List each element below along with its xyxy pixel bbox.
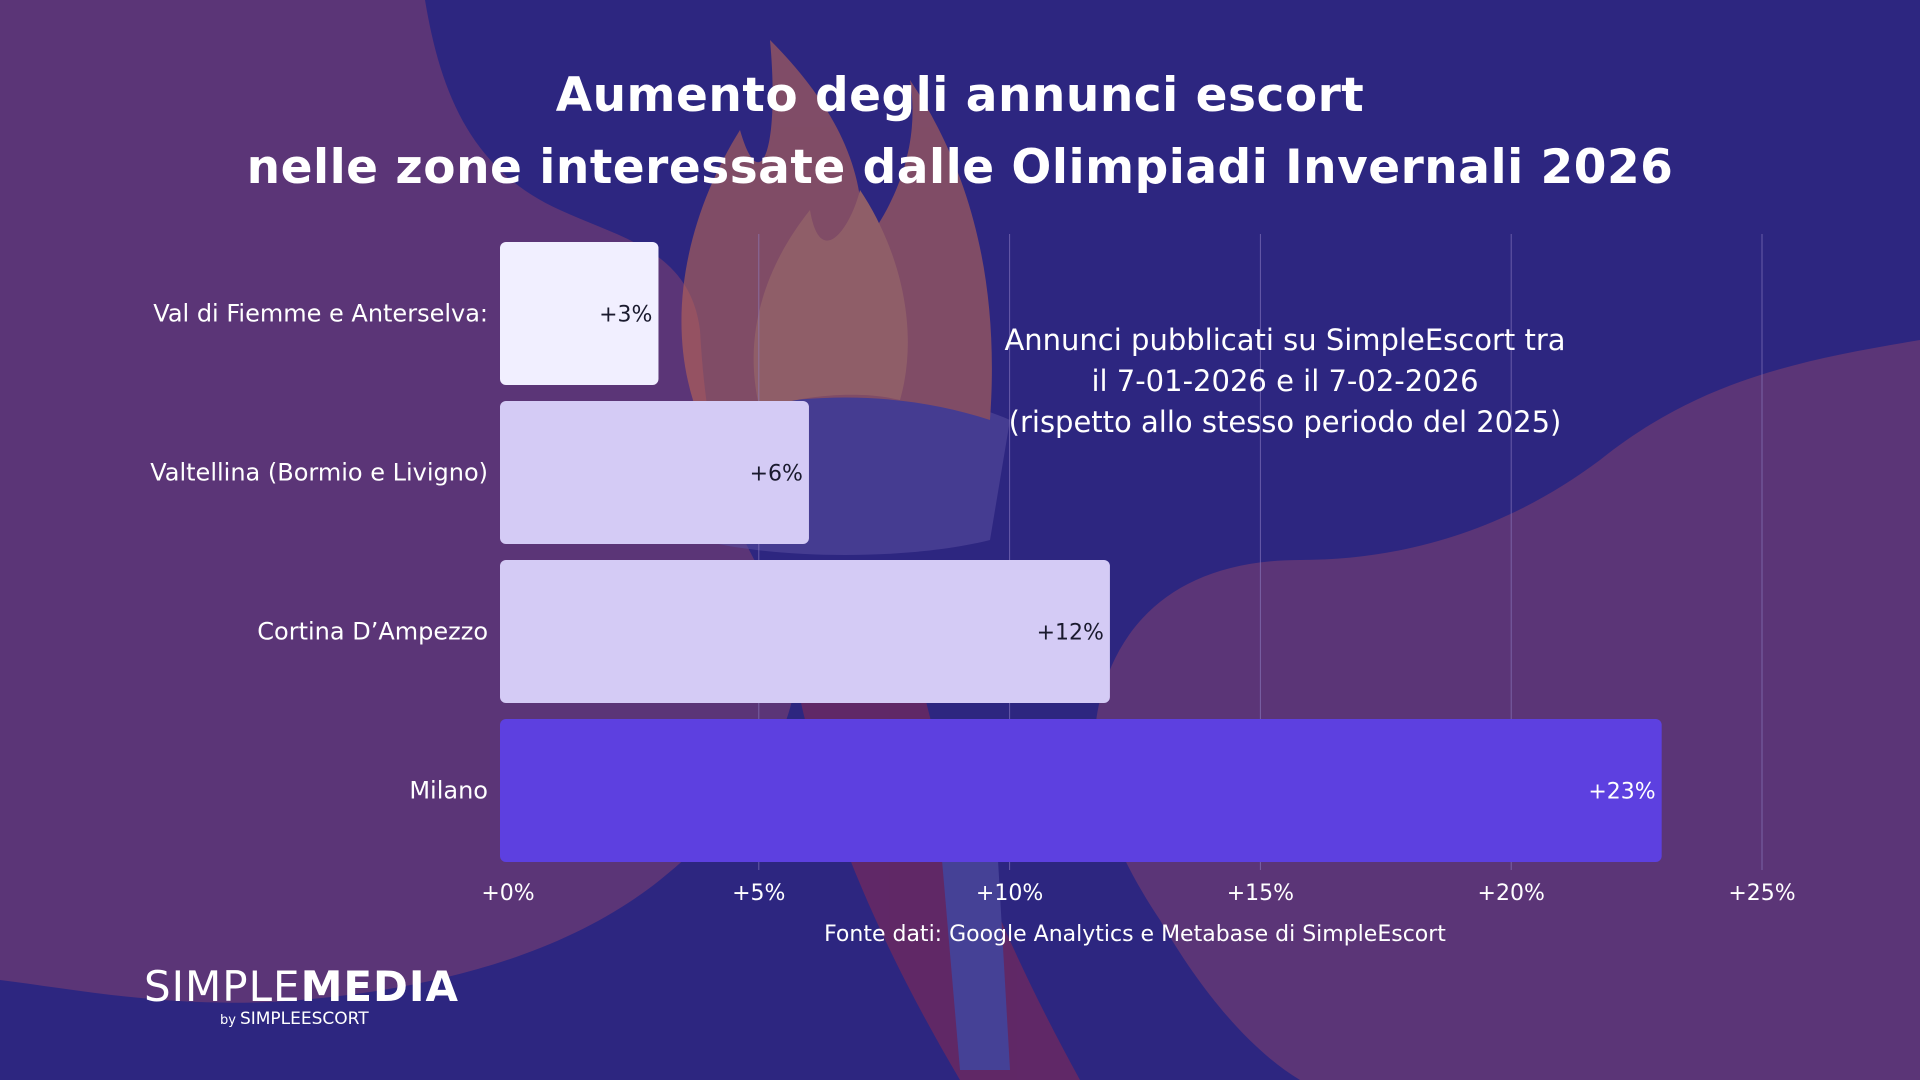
annotation-line-3: (rispetto allo stesso periodo del 2025) xyxy=(1008,405,1562,439)
chart-annotation: Annunci pubblicati su SimpleEscort tra i… xyxy=(935,320,1635,443)
simplemedia-logo: SIMPLEMEDIA by SIMPLEESCORT xyxy=(144,962,459,1029)
category-label: Valtellina (Bormio e Livigno) xyxy=(150,459,488,487)
chart-title-line-1: Aumento degli annunci escort xyxy=(555,68,1365,123)
chart-title: Aumento degli annunci escort nelle zone … xyxy=(0,60,1920,204)
category-label: Milano xyxy=(409,777,488,805)
bar-value-label: +3% xyxy=(599,303,652,328)
category-label: Cortina D’Ampezzo xyxy=(257,618,488,646)
bar xyxy=(500,400,809,545)
bar-value-label: +23% xyxy=(1588,780,1655,805)
bar xyxy=(500,718,1662,863)
data-source: Fonte dati: Google Analytics e Metabase … xyxy=(824,922,1446,947)
bar xyxy=(500,241,659,386)
logo-sub-brand: SIMPLEESCORT xyxy=(239,1009,369,1029)
right-blob xyxy=(1094,340,1920,1080)
logo-bold: MEDIA xyxy=(300,962,460,1011)
logo-wordmark: SIMPLEMEDIA xyxy=(144,962,459,1011)
x-tick-label: +20% xyxy=(1478,881,1545,906)
annotation-line-1: Annunci pubblicati su SimpleEscort tra xyxy=(1004,323,1566,357)
chart-title-line-2: nelle zone interessate dalle Olimpiadi I… xyxy=(246,140,1674,195)
annotation-line-2: il 7-01-2026 e il 7-02-2026 xyxy=(1091,364,1479,398)
logo-thin: SIMPLE xyxy=(144,962,301,1011)
logo-by: by xyxy=(220,1013,236,1028)
bar xyxy=(500,559,1110,704)
bar-value-label: +6% xyxy=(750,462,803,487)
x-tick-label: +15% xyxy=(1227,881,1294,906)
x-tick-label: +25% xyxy=(1728,881,1795,906)
bar-value-label: +12% xyxy=(1037,621,1104,646)
x-tick-label: +5% xyxy=(732,881,785,906)
x-tick-label: +0% xyxy=(481,881,534,906)
category-label: Val di Fiemme e Anterselva: xyxy=(153,300,488,328)
x-tick-label: +10% xyxy=(976,881,1043,906)
logo-subtitle: by SIMPLEESCORT xyxy=(220,1009,459,1029)
